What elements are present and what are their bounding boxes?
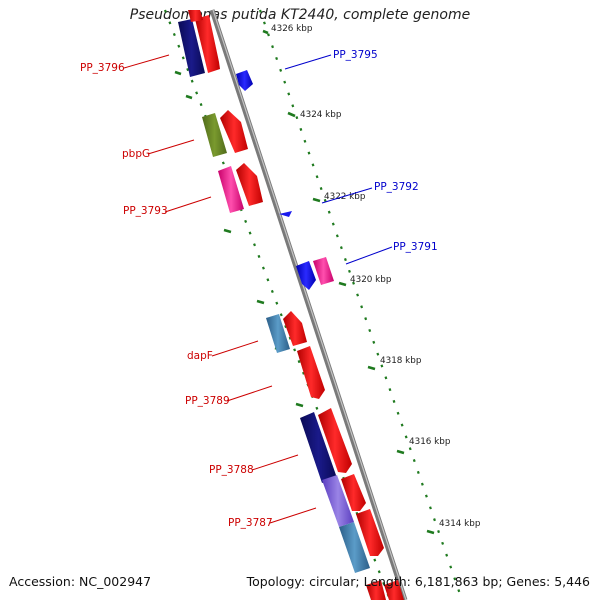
gene-pp3791-pink <box>313 257 334 285</box>
ruler-label: 4318 kbp <box>380 356 422 366</box>
gene-label: PP_3789 <box>185 395 230 407</box>
leader-pp3792 <box>321 187 373 204</box>
gene-pp3787-cds <box>356 509 384 556</box>
ruler-label: 4326 kbp <box>271 24 313 34</box>
ruler-label: 4324 kbp <box>300 110 342 120</box>
reverse-gene-track <box>236 70 334 290</box>
ruler-tick <box>287 111 296 118</box>
gene-label: PP_3792 <box>374 181 419 193</box>
gene-dapf-cds <box>283 311 307 346</box>
leader-pbpg <box>147 139 195 155</box>
outer-ruler <box>258 9 464 600</box>
gene-pp3795 <box>236 70 253 91</box>
backbone-highlight <box>212 9 407 600</box>
genome-backbone <box>209 9 408 600</box>
leader-pp3796 <box>123 54 170 69</box>
gene-top-cds <box>188 10 203 22</box>
leader-pp3791 <box>345 246 393 265</box>
gene-labels: PP_3796 PP_3795 pbpG PP_3793 PP_3792 PP_3791d… <box>80 49 438 529</box>
gene-dapf-inner <box>266 314 290 353</box>
leader-dapf <box>211 340 259 357</box>
gene-label: PP_3787 <box>228 517 273 529</box>
accession-text: Accession: NC_002947 <box>9 574 152 589</box>
ruler-label: 4316 kbp <box>409 437 451 447</box>
genome-summary-text: Topology: circular; Length: 6,181,863 bp… <box>246 574 590 589</box>
gene-label: PP_3796 <box>80 62 125 74</box>
gene-tail-inner <box>366 580 386 600</box>
gene-label: dapF <box>187 350 213 362</box>
gene-pp3788-cds-b <box>341 474 366 511</box>
gene-pp3788-inner <box>300 412 337 483</box>
gene-tail-cds <box>384 580 404 600</box>
gene-pp3793-cds <box>236 163 263 206</box>
ruler-tick <box>338 281 347 287</box>
gene-pp3791-blue <box>296 261 316 290</box>
gene-pp3787-inner-b <box>339 522 370 573</box>
gene-pbpg-inner <box>202 113 227 157</box>
gene-pp3793-inner <box>218 166 244 213</box>
gene-pp3796-cds <box>195 15 220 73</box>
ruler-tick <box>367 365 376 371</box>
ruler-tick <box>262 29 269 35</box>
ruler-label: 4314 kbp <box>439 519 481 529</box>
leader-pp3788 <box>251 454 299 471</box>
inner-gene-track <box>178 19 386 600</box>
gene-pp3788-cds <box>318 408 352 473</box>
gene-label: PP_3793 <box>123 205 168 217</box>
gene-pp3789-cds <box>297 346 325 399</box>
gene-pbpg-cds <box>220 110 248 153</box>
gene-label: PP_3791 <box>393 241 438 253</box>
leader-pp3795 <box>284 54 332 70</box>
ruler-tick <box>426 529 435 535</box>
ruler-labels: 4326 kbp 4324 kbp 4322 kbp 4320 kbp 4318 kbp… <box>262 24 481 535</box>
gene-pp3796-inner <box>178 19 205 77</box>
leader-pp3787 <box>269 507 317 524</box>
leader-lines <box>123 54 393 524</box>
ruler-tick <box>312 197 321 203</box>
gene-pp3787-inner <box>322 475 354 527</box>
ruler-tick <box>396 449 405 455</box>
gene-label: PP_3795 <box>333 49 378 61</box>
leader-pp3793 <box>164 196 212 213</box>
inner-ruler <box>163 9 392 600</box>
gene-pp3792 <box>279 211 292 217</box>
ruler-label: 4320 kbp <box>350 275 392 285</box>
gene-label: pbpG <box>122 148 150 160</box>
ruler-label: 4322 kbp <box>324 192 366 202</box>
cds-gene-track <box>188 10 404 600</box>
leader-pp3789 <box>226 385 273 402</box>
gene-label: PP_3788 <box>209 464 254 476</box>
